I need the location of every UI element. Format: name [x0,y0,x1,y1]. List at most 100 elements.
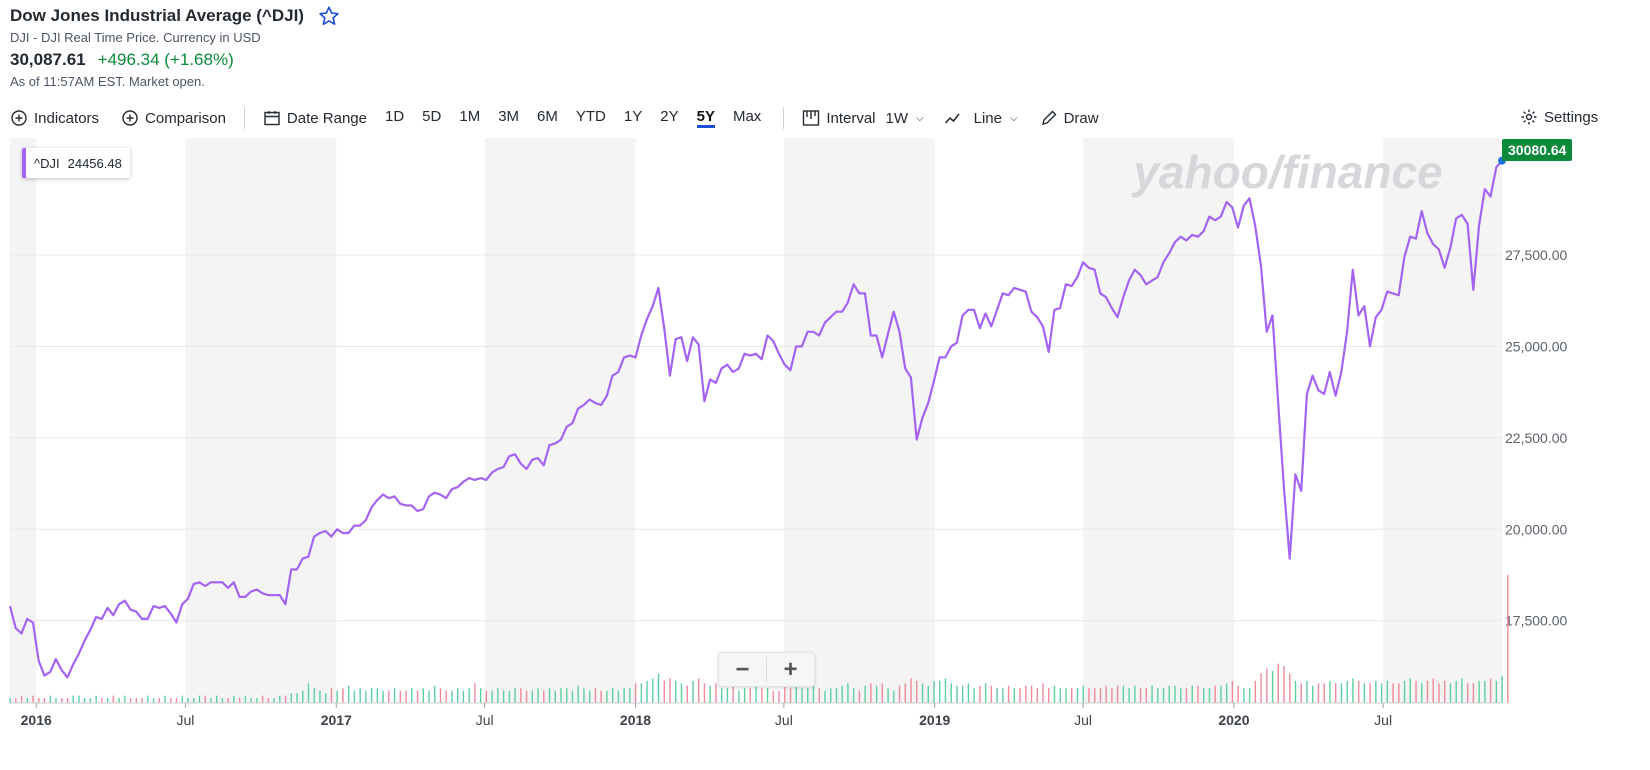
volume-bar [927,685,929,703]
timeframe-5d[interactable]: 5D [422,108,442,125]
y-tick-label: 22,500.00 [1505,430,1567,446]
volume-bar [158,698,160,703]
volume-bar [1243,688,1245,703]
comparison-button[interactable]: Comparison [121,109,226,127]
volume-bar [795,685,797,703]
volume-bar [336,690,338,703]
timeframe-ytd[interactable]: YTD [575,108,606,125]
volume-bar [319,690,321,703]
volume-bar [485,690,488,703]
volume-bar [95,695,97,703]
volume-bar [841,685,843,703]
interval-dropdown[interactable]: Interval 1W ⌵ [802,109,924,127]
timeframe-1m[interactable]: 1M [459,108,481,125]
volume-bar [858,690,861,703]
page-title: Dow Jones Industrial Average (^DJI) [10,6,304,25]
volume-bar [852,688,855,703]
volume-bar [1357,680,1360,703]
timeframe-1d[interactable]: 1D [384,108,405,125]
volume-bar [193,698,195,703]
volume-bar [49,695,51,703]
interval-label: Interval [826,109,876,127]
volume-bar [1300,683,1302,703]
draw-label: Draw [1063,109,1099,127]
volume-bar [1019,688,1021,703]
volume-bar [732,685,734,703]
volume-bar [583,688,585,703]
volume-bar [870,683,872,703]
settings-button[interactable]: Settings [1520,108,1598,126]
volume-bar [1128,688,1130,703]
volume-bar [686,685,688,703]
indicators-button[interactable]: Indicators [10,109,99,127]
volume-bar [32,695,34,703]
zoom-out-button[interactable]: − [735,655,750,683]
volume-bar [20,695,23,703]
shaded-band [783,138,935,703]
volume-bar [1352,678,1354,703]
volume-bar [720,688,723,703]
volume-bar [1329,680,1331,703]
volume-bar [1134,685,1136,703]
volume-bar [1007,685,1010,703]
draw-button[interactable]: Draw [1040,109,1099,127]
volume-bar [588,690,591,703]
volume-bar [1185,688,1188,703]
x-tick-label: Jul [1374,712,1392,728]
timeframe-6m[interactable]: 6M [537,108,558,125]
volume-bar [950,683,952,703]
volume-bar [680,683,683,703]
volume-bar [1248,688,1251,703]
volume-bar [789,688,792,703]
chart-type-dropdown[interactable]: Line ⌵ [944,109,1018,127]
volume-bar [1489,678,1492,703]
timeframe-2y[interactable]: 2Y [660,108,679,125]
volume-bar [1002,688,1004,703]
y-tick-label: 17,500.00 [1505,613,1567,629]
current-price: 30,087.61 [10,50,86,69]
volume-bar [462,690,465,703]
timeframe-3m[interactable]: 3M [498,108,520,125]
star-icon[interactable] [318,5,340,27]
volume-bar [1484,680,1486,703]
volume-bar [215,695,218,703]
volume-bar [1076,688,1079,703]
volume-bar [325,693,327,703]
volume-bar [256,698,258,703]
timeframe-max[interactable]: Max [732,108,762,125]
date-range-button[interactable]: Date Range [263,109,367,127]
volume-bar [1346,680,1348,703]
volume-bar [296,693,298,703]
volume-bar [1466,683,1469,703]
volume-bar [1162,688,1165,703]
volume-bar [755,685,757,703]
zoom-in-button[interactable]: + [783,655,798,683]
volume-bar [973,688,975,703]
volume-bar [198,695,201,703]
timeframe-5y[interactable]: 5Y [696,108,715,128]
volume-bar [577,685,579,703]
volume-bar [967,683,970,703]
volume-bar [1036,688,1038,703]
volume-bar [1260,673,1262,703]
volume-bar [1168,685,1170,703]
volume-bar [520,688,522,703]
price-chart[interactable]: 17,500.00 20,000.00 22,500.00 25,000.00 27,5… [0,138,1650,770]
volume-bar [66,698,69,703]
volume-bar [984,683,987,703]
volume-bar [818,688,820,703]
timeframe-1y[interactable]: 1Y [623,108,643,125]
quote-subtitle: DJI - DJI Real Time Price. Currency in U… [10,30,261,45]
volume-bar [210,698,212,703]
volume-bar [830,688,832,703]
volume-bar [376,688,379,703]
volume-bar [778,690,780,703]
volume-bar [1048,688,1050,703]
volume-bar [365,690,367,703]
volume-bar [554,690,556,703]
volume-bar [1151,685,1153,703]
volume-bar [181,695,183,703]
volume-bar [451,690,453,703]
indicators-label: Indicators [34,109,100,127]
y-tick-label: 20,000.00 [1505,521,1567,537]
